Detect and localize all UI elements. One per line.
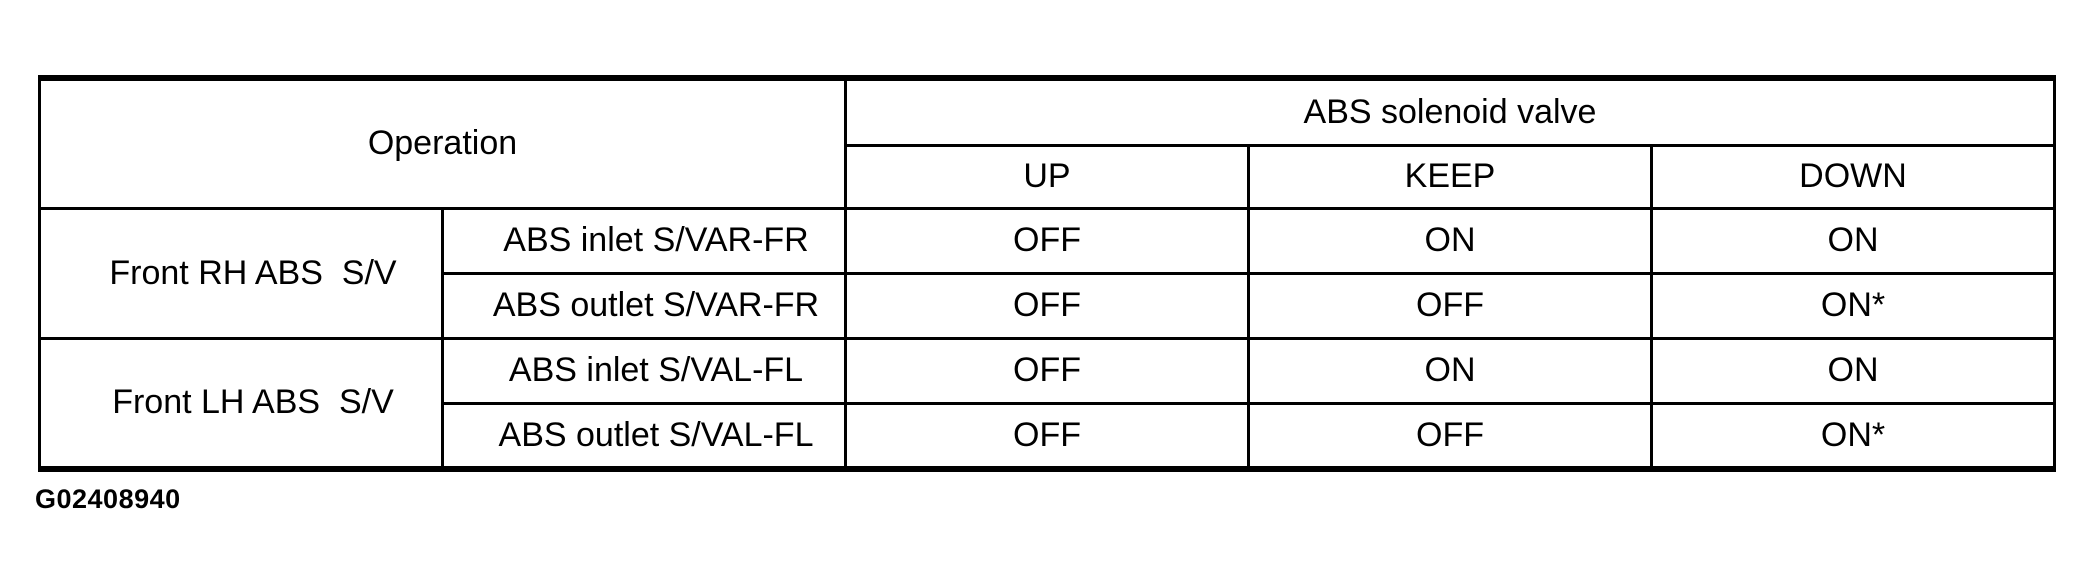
figure-code-label: G02408940 [35,484,181,514]
state-keep-cell: OFF [1247,401,1653,471]
table-row: ABS outlet S/VAL-FL OFF OFF ON* [40,401,2056,471]
up-column-header: UP [844,143,1250,210]
state-down-cell: ON [1650,336,2056,405]
keep-column-header: KEEP [1247,143,1653,210]
state-down-cell: ON* [1650,271,2056,340]
group-label-front-rh: Front RH ABS S/V [38,206,444,340]
state-up-cell: OFF [844,206,1250,275]
valve-label: ABS outlet S/VAR-FR [441,271,847,340]
valve-label: ABS inlet S/VAL-FL [441,336,847,405]
state-up-cell: OFF [844,271,1250,340]
down-column-header: DOWN [1650,143,2056,210]
state-keep-cell: ON [1247,206,1653,275]
table-row: Front RH ABS S/V ABS inlet S/VAR-FR OFF … [38,206,2056,340]
state-keep-cell: OFF [1247,271,1653,340]
table-row: Front LH ABS S/V ABS inlet S/VAL-FL OFF … [38,336,2056,471]
abs-solenoid-operation-table: Operation ABS solenoid valve UP KEEP DOW… [38,75,2056,472]
table-row: ABS outlet S/VAR-FR OFF OFF ON* [40,271,2056,340]
group-label-front-lh: Front LH ABS S/V [38,336,444,471]
abs-solenoid-valve-header-cell: ABS solenoid valve [844,76,2056,147]
header-row-2: UP KEEP DOWN [40,143,2056,210]
state-up-cell: OFF [844,401,1250,471]
state-keep-cell: ON [1247,336,1653,405]
valve-label: ABS outlet S/VAL-FL [441,401,847,471]
state-down-cell: ON [1650,206,2056,275]
header-row-1: Operation ABS solenoid valve [38,76,2056,210]
state-down-cell: ON* [1650,401,2056,471]
operation-header-cell: Operation [38,76,847,210]
valve-label: ABS inlet S/VAR-FR [441,206,847,275]
state-up-cell: OFF [844,336,1250,405]
